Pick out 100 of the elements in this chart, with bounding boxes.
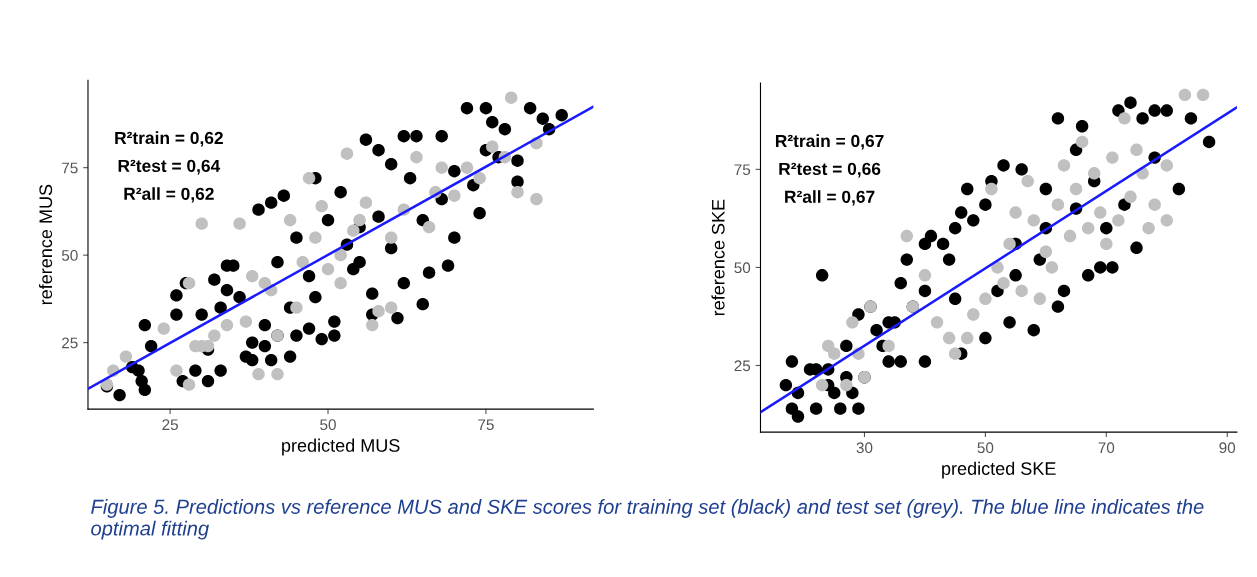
annotation: R²all = 0,62: [124, 187, 214, 203]
point: [1088, 167, 1101, 180]
point: [1148, 198, 1161, 211]
point: [486, 140, 499, 153]
annotation: R²train = 0,62: [115, 131, 223, 147]
caption: Figure 5. Predictions vs reference MUS and SKE scores for training set (black) and test set (grey). The blue line indicates the optimal fitting: [91, 499, 1204, 540]
x-axis-title: predicted SKE: [942, 461, 1056, 479]
point: [1015, 284, 1028, 298]
y-tick-label: 25: [734, 360, 751, 372]
x-axis-title: predicted MUS: [282, 438, 400, 456]
annotation: R²all = 0,67: [785, 190, 875, 206]
point: [271, 367, 284, 381]
point: [1094, 206, 1107, 219]
point: [530, 192, 543, 206]
point: [997, 276, 1010, 290]
y-axis-title: reference SKE: [711, 199, 725, 316]
annotation: R²test = 0,66: [779, 162, 881, 178]
point: [366, 318, 379, 332]
point: [961, 331, 974, 345]
y-axis-title: reference MUS: [38, 184, 53, 305]
point: [1045, 261, 1059, 274]
point: [182, 378, 196, 391]
point: [460, 161, 474, 174]
point: [334, 248, 347, 262]
point: [1003, 237, 1016, 251]
point: [296, 255, 309, 269]
point: [1160, 159, 1173, 172]
point: [846, 316, 859, 329]
point: [233, 217, 246, 230]
point: [384, 231, 398, 244]
point: [1118, 112, 1131, 125]
point: [410, 150, 423, 164]
x-tick-label: 90: [1219, 442, 1236, 454]
point: [1124, 190, 1137, 204]
point: [1075, 135, 1089, 149]
point: [900, 229, 913, 243]
point: [353, 213, 366, 227]
point: [157, 322, 170, 335]
point: [315, 199, 328, 213]
point: [1069, 182, 1083, 196]
x-tick-label: 50: [977, 442, 994, 454]
point: [347, 224, 360, 237]
point: [252, 367, 265, 381]
point: [1051, 198, 1065, 211]
point: [942, 331, 956, 345]
point: [448, 189, 461, 202]
point: [882, 339, 895, 353]
x-tick-label: 50: [320, 419, 336, 431]
point: [384, 301, 398, 314]
point: [359, 196, 373, 209]
y-tick-label: 50: [734, 262, 751, 274]
point: [1178, 88, 1192, 102]
y-tick-label: 25: [62, 337, 78, 349]
point: [119, 350, 133, 363]
point: [1130, 143, 1143, 156]
y-tick-label: 75: [62, 162, 78, 174]
point: [195, 217, 208, 230]
point: [948, 347, 962, 360]
point: [1021, 174, 1034, 188]
point: [1009, 206, 1022, 219]
point: [930, 316, 944, 329]
point: [1033, 292, 1047, 306]
point: [246, 269, 259, 283]
point: [372, 304, 385, 318]
point: [170, 364, 183, 377]
y-tick-label: 50: [61, 250, 78, 261]
point: [239, 315, 253, 328]
point: [302, 171, 316, 185]
point: [967, 308, 980, 321]
point: [1100, 237, 1113, 251]
point: [208, 329, 221, 342]
x-tick-label: 30: [856, 442, 873, 454]
point: [511, 185, 524, 199]
point: [422, 220, 436, 234]
point: [1142, 222, 1155, 235]
point: [1112, 214, 1125, 227]
point: [504, 91, 518, 104]
x-tick-label: 75: [478, 419, 494, 431]
annotation: R²test = 0,64: [118, 159, 221, 175]
point: [815, 378, 829, 392]
point: [334, 276, 347, 290]
point: [840, 378, 853, 392]
point: [1057, 159, 1071, 172]
point: [473, 171, 486, 185]
point: [1106, 151, 1119, 164]
point: [1039, 245, 1053, 258]
point: [340, 147, 354, 160]
point: [290, 301, 303, 314]
y-tick-label: 75: [734, 164, 751, 176]
annotation: R²train = 0,67: [775, 134, 884, 150]
point: [1160, 214, 1173, 227]
point: [1063, 229, 1077, 243]
point: [918, 269, 932, 282]
point: [435, 161, 448, 174]
point: [283, 213, 297, 227]
x-tick-label: 70: [1098, 442, 1115, 454]
point: [1027, 214, 1040, 227]
point: [321, 262, 335, 276]
x-tick-label: 25: [162, 419, 178, 431]
point: [979, 292, 992, 306]
